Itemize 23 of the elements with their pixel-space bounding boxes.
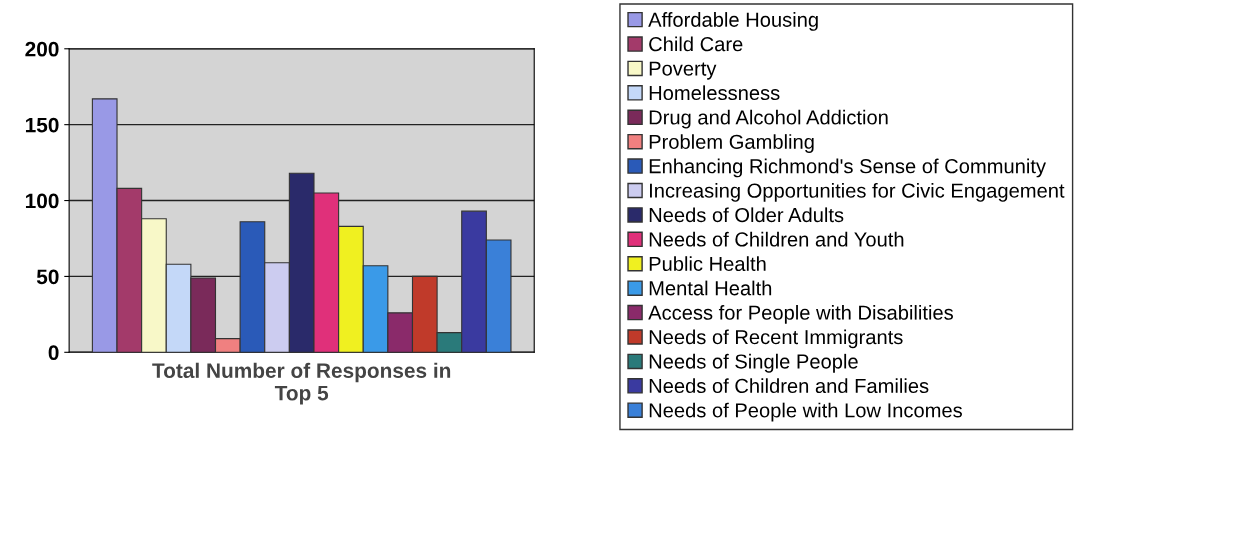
- legend-label: Child Care: [649, 36, 743, 52]
- y-tick-label: 150: [25, 117, 59, 133]
- y-tick-label: 0: [48, 345, 59, 361]
- legend-label: Needs of Children and Youth: [649, 231, 904, 247]
- legend-label: Needs of Single People: [649, 353, 858, 373]
- legend-label: Poverty: [649, 61, 717, 80]
- legend-label: Problem Gambling: [649, 134, 814, 153]
- legend-label: Access for People with Disabilities: [648, 305, 953, 324]
- legend-label: Needs of Recent Immigrants: [649, 329, 903, 349]
- legend-label: Affordable Housing: [648, 12, 818, 31]
- legend-label: Homelessness: [649, 85, 780, 101]
- y-tick-label: 50: [36, 269, 59, 285]
- legend-label: Public Health: [649, 256, 766, 271]
- x-axis-title: Total Number of Responses in Top 5: [152, 362, 451, 405]
- legend-label: Needs of Children and Families: [649, 378, 929, 394]
- legend-label: Drug and Alcohol Addiction: [649, 109, 888, 129]
- legend-label: Needs of Older Adults: [649, 207, 844, 223]
- legend-label: Mental Health: [649, 280, 772, 296]
- y-tick-label: 100: [25, 193, 59, 209]
- legend-label: Increasing Opportunities for Civic Engagement: [650, 182, 1065, 202]
- y-tick-label: 200: [25, 41, 59, 57]
- legend-label: Enhancing Richmond's Sense of Community: [649, 158, 1046, 178]
- legend-label: Needs of People with Low Incomes: [649, 402, 962, 422]
